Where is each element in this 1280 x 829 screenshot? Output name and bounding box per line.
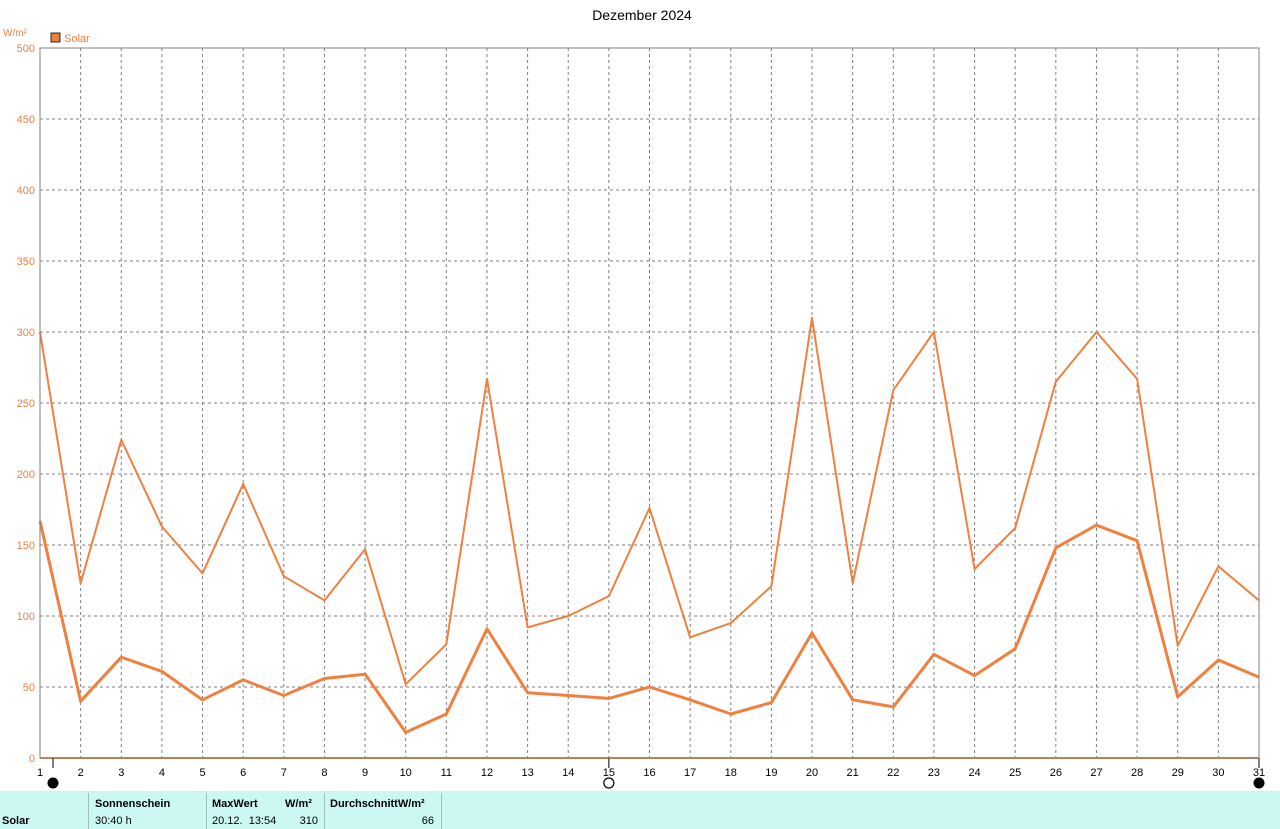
x-tick-label: 13 — [521, 767, 533, 779]
x-tick-label: 25 — [1009, 767, 1021, 779]
column-separator — [206, 793, 207, 829]
max-header: MaxWert — [212, 798, 258, 810]
max-value: 310 — [299, 815, 318, 827]
x-tick-label: 21 — [847, 767, 859, 779]
x-tick-label: 14 — [562, 767, 574, 779]
x-tick-label: 29 — [1172, 767, 1184, 779]
x-tick-label: 9 — [362, 767, 368, 779]
x-tick-label: 5 — [199, 767, 205, 779]
x-tick-label: 26 — [1050, 767, 1062, 779]
y-axis-unit: W/m² — [3, 28, 28, 39]
y-tick-label: 400 — [17, 185, 35, 197]
x-tick-label: 15 — [603, 767, 615, 779]
x-tick-label: 16 — [643, 767, 655, 779]
avg-value: 66 — [421, 815, 434, 827]
y-tick-label: 350 — [17, 256, 35, 268]
x-tick-label: 24 — [968, 767, 980, 779]
series-line-max — [39, 316, 1260, 686]
row-label: Solar — [2, 815, 30, 827]
x-tick-label: 6 — [240, 767, 246, 779]
y-ticks: 0 50 100 150 200 250 300 350 400 450 500 — [17, 43, 35, 765]
new-moon-icon — [1253, 777, 1265, 789]
moon-phases — [47, 758, 1265, 789]
x-tick-label: 17 — [684, 767, 696, 779]
x-tick-label: 19 — [765, 767, 777, 779]
y-tick-label: 0 — [29, 753, 35, 765]
sunshine-header: Sonnenschein — [95, 798, 171, 810]
max-datetime: 20.12. 13:54 — [212, 815, 277, 827]
x-tick-label: 18 — [725, 767, 737, 779]
plot-frame — [39, 47, 1260, 759]
x-tick-label: 23 — [928, 767, 940, 779]
column-separator — [441, 793, 442, 829]
x-tick-label: 1 — [37, 767, 43, 779]
x-tick-label: 20 — [806, 767, 818, 779]
x-tick-label: 28 — [1131, 767, 1143, 779]
max-unit: W/m² — [285, 798, 312, 810]
column-separator — [324, 793, 325, 829]
x-tick-label: 30 — [1212, 767, 1224, 779]
grid — [40, 48, 1259, 758]
summary-table: Solar Sonnenschein 30:40 h MaxWert W/m² … — [0, 791, 1280, 829]
x-tick-label: 7 — [281, 767, 287, 779]
legend-label: Solar — [64, 33, 90, 45]
legend-swatch — [50, 32, 61, 43]
avg-header: DurchschnittW/m² — [330, 798, 425, 810]
y-tick-label: 250 — [17, 398, 35, 410]
solar-chart: Dezember 2024 W/m² Solar 050100150200250… — [3, 7, 1265, 789]
y-tick-label: 150 — [17, 540, 35, 552]
chart-title: Dezember 2024 — [592, 7, 692, 23]
x-tick-label: 22 — [887, 767, 899, 779]
x-tick-label: 12 — [481, 767, 493, 779]
new-moon-icon — [47, 777, 59, 789]
y-tick-label: 200 — [17, 469, 35, 481]
series-line-avg — [38, 520, 1260, 734]
x-tick-label: 8 — [321, 767, 327, 779]
y-tick-label: 300 — [17, 327, 35, 339]
x-tick-label: 31 — [1253, 767, 1265, 779]
x-tick-label: 2 — [78, 767, 84, 779]
full-moon-icon — [603, 777, 615, 789]
x-tick-label: 11 — [441, 767, 452, 779]
y-tick-label: 100 — [17, 611, 35, 623]
sunshine-value: 30:40 h — [95, 815, 132, 827]
x-ticks: 1 2 3 4 5 6 7 8 9 10 11 12 13 14 15 16 17 18 19 20 21 22 23 24 2… — [37, 767, 1265, 779]
x-tick-label: 3 — [118, 767, 124, 779]
y-tick-label: 500 — [17, 43, 35, 55]
x-tick-label: 10 — [400, 767, 412, 779]
x-tick-label: 27 — [1090, 767, 1102, 779]
y-tick-label: 450 — [17, 114, 35, 126]
x-tick-label: 4 — [159, 767, 165, 779]
column-separator — [88, 793, 89, 829]
y-tick-label: 50 — [23, 682, 35, 694]
